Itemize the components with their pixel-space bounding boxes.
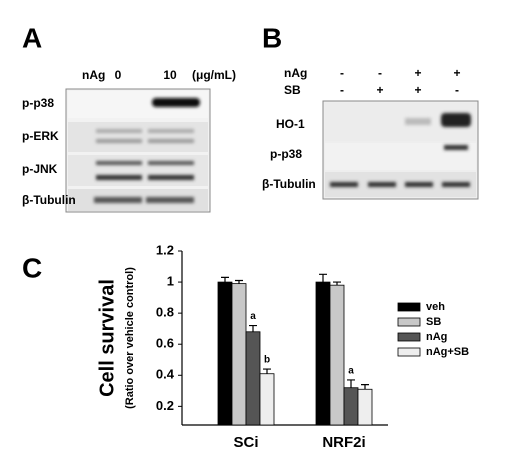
error-bar <box>333 281 341 286</box>
treatment-sign: - <box>340 66 344 80</box>
bar <box>245 331 261 426</box>
treatment-sign: + <box>453 66 460 80</box>
blot-b <box>322 100 479 200</box>
legend-label: SB <box>426 316 441 328</box>
blot-row-label: β-Tubulin <box>22 193 76 207</box>
blot-row-label: p-p38 <box>270 147 302 161</box>
treatment-name: SB <box>284 83 301 97</box>
panel-label: C <box>22 252 42 283</box>
legend-swatch <box>397 317 421 327</box>
blot-row-label: HO-1 <box>276 117 305 131</box>
legend-swatch <box>397 347 421 357</box>
condition-unit: (μg/mL) <box>192 68 236 82</box>
error-bar <box>221 276 229 283</box>
error-bar <box>319 273 327 283</box>
bar-chart: 0.2 0.4 0.6 0.8 1 1.2 a b SCi a NRF2i veh SB nAg nAg+S… <box>156 242 469 451</box>
treatment-name: nAg <box>284 66 307 80</box>
y-tick-label: 1.2 <box>156 242 174 257</box>
y-tick-label: 1 <box>167 274 174 289</box>
condition-level: 0 <box>115 68 122 82</box>
error-bar <box>347 379 355 388</box>
bar <box>329 284 345 426</box>
condition-name: nAg <box>82 68 105 82</box>
blot-row-label: p-ERK <box>22 129 59 143</box>
legend-swatch <box>397 332 421 342</box>
y-tick-label: 0.4 <box>156 367 175 382</box>
blot-a <box>65 88 211 213</box>
blot-row-label: p-p38 <box>22 96 54 110</box>
bar <box>315 281 331 426</box>
y-tick-label: 0.2 <box>156 398 174 413</box>
blot-row-label: p-JNK <box>22 162 58 176</box>
y-axis-subtitle: (Ratio over vehicle control) <box>124 267 136 409</box>
y-tick-label: 0.8 <box>156 305 174 320</box>
error-bar <box>249 324 257 332</box>
x-tick-label: NRF2i <box>322 434 365 451</box>
legend-label: veh <box>426 301 445 313</box>
bar <box>357 388 373 426</box>
treatment-sign: + <box>414 83 421 97</box>
legend-label: nAg <box>426 331 447 343</box>
significance-label: b <box>264 355 270 366</box>
y-axis-title: Cell survival <box>96 279 118 397</box>
error-bar <box>235 279 243 284</box>
treatment-sign: + <box>376 83 383 97</box>
bar <box>217 281 233 426</box>
treatment-sign: + <box>414 66 421 80</box>
panel-label: A <box>22 22 42 53</box>
treatment-sign: - <box>340 83 344 97</box>
treatment-sign: - <box>455 83 459 97</box>
bar <box>343 387 359 426</box>
x-tick-label: SCi <box>233 434 258 451</box>
bar <box>259 373 275 426</box>
significance-label: a <box>250 311 256 322</box>
condition-level: 10 <box>163 68 177 82</box>
error-bar <box>263 368 271 374</box>
y-tick-label: 0.6 <box>156 336 174 351</box>
legend-swatch <box>397 302 421 312</box>
blot-row-label: β-Tubulin <box>262 177 316 191</box>
error-bar <box>361 384 369 390</box>
legend-label: nAg+SB <box>426 346 469 358</box>
significance-label: a <box>348 366 354 377</box>
bar <box>231 283 247 426</box>
panel-label: B <box>262 22 282 53</box>
treatment-sign: - <box>378 66 382 80</box>
